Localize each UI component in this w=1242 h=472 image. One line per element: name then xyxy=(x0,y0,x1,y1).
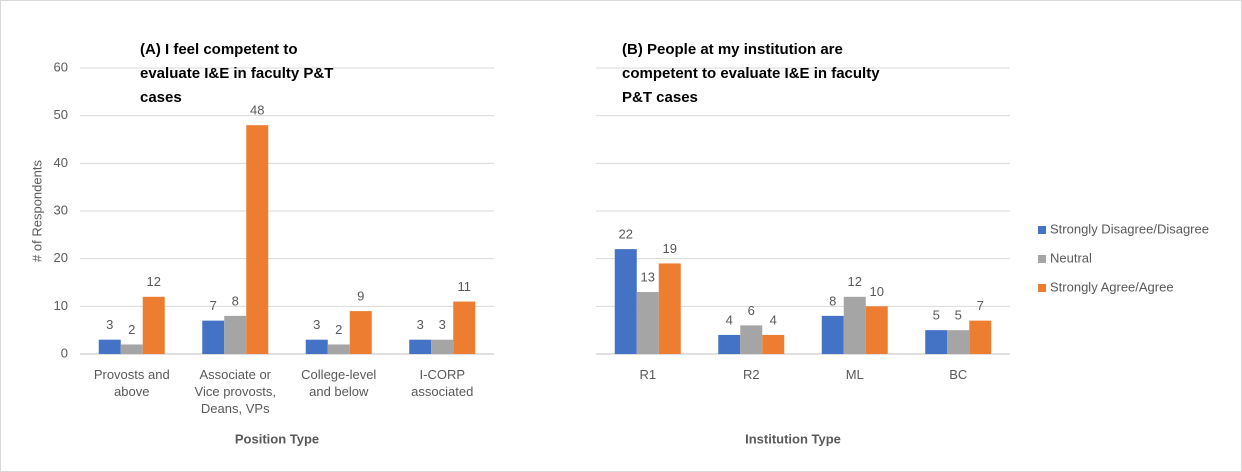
bar xyxy=(843,296,866,354)
value-label: 4 xyxy=(770,312,777,327)
x-tick-label: BC xyxy=(949,367,967,382)
y-tick-label: 0 xyxy=(61,345,68,360)
bar xyxy=(636,292,659,354)
y-tick-label: 20 xyxy=(54,250,68,265)
value-label: 3 xyxy=(417,317,424,332)
y-tick-label: 10 xyxy=(54,298,68,313)
bar xyxy=(969,320,992,354)
bar xyxy=(431,339,454,354)
value-label: 2 xyxy=(335,322,342,337)
x-tick-label: R1 xyxy=(639,367,656,382)
bar xyxy=(865,306,888,354)
bar xyxy=(98,339,121,354)
value-label: 3 xyxy=(439,317,446,332)
bar xyxy=(453,301,476,354)
bar xyxy=(202,320,225,354)
y-axis-title: # of Respondents xyxy=(29,160,44,262)
bar xyxy=(614,249,637,354)
value-label: 7 xyxy=(977,298,984,313)
bar xyxy=(718,334,741,354)
x-tick-label: R2 xyxy=(743,367,760,382)
y-tick-label: 30 xyxy=(54,202,68,217)
panel-title: (A) I feel competent to evaluate I&E in f… xyxy=(140,41,333,106)
value-label: 8 xyxy=(829,293,836,308)
bar xyxy=(305,339,328,354)
x-tick-label: College-level and below xyxy=(301,367,376,399)
bar xyxy=(120,344,143,354)
bar xyxy=(327,344,350,354)
value-label: 48 xyxy=(250,103,264,118)
value-label: 3 xyxy=(106,317,113,332)
legend-swatch xyxy=(1038,255,1046,263)
x-tick-label: Provosts and above xyxy=(94,367,170,399)
bar xyxy=(224,315,247,354)
value-label: 2 xyxy=(128,322,135,337)
value-label: 5 xyxy=(933,308,940,323)
x-axis-title: Institution Type xyxy=(745,431,841,446)
bar xyxy=(142,296,165,354)
value-label: 19 xyxy=(663,241,677,256)
legend-swatch xyxy=(1038,284,1046,292)
value-label: 6 xyxy=(748,303,755,318)
value-label: 5 xyxy=(955,308,962,323)
value-label: 12 xyxy=(147,274,161,289)
bar xyxy=(947,330,970,354)
bar xyxy=(349,311,372,354)
legend-label: Neutral xyxy=(1050,250,1092,265)
value-label: 13 xyxy=(641,269,655,284)
value-label: 4 xyxy=(726,312,733,327)
value-label: 11 xyxy=(458,279,472,294)
x-tick-label: ML xyxy=(846,367,864,382)
bar xyxy=(925,330,948,354)
x-tick-label: Associate or Vice provosts, Deans, VPs xyxy=(195,367,276,416)
value-label: 12 xyxy=(848,274,862,289)
x-tick-label: I-CORP associated xyxy=(411,367,473,399)
bar xyxy=(246,125,269,354)
y-tick-label: 50 xyxy=(54,107,68,122)
bar xyxy=(658,263,681,354)
x-axis-title: Position Type xyxy=(235,431,319,446)
value-label: 10 xyxy=(870,284,884,299)
value-label: 8 xyxy=(232,293,239,308)
legend-swatch xyxy=(1038,226,1046,234)
y-tick-label: 60 xyxy=(54,59,68,74)
legend-label: Strongly Agree/Agree xyxy=(1050,279,1174,294)
bar xyxy=(762,334,785,354)
bar xyxy=(821,315,844,354)
panel-title: (B) People at my institution are competen… xyxy=(622,41,880,106)
bar xyxy=(409,339,432,354)
value-label: 9 xyxy=(357,289,364,304)
value-label: 3 xyxy=(313,317,320,332)
bar xyxy=(740,325,763,354)
value-label: 22 xyxy=(619,227,633,242)
y-tick-label: 40 xyxy=(54,155,68,170)
legend-label: Strongly Disagree/Disagree xyxy=(1050,221,1209,236)
value-label: 7 xyxy=(210,298,217,313)
